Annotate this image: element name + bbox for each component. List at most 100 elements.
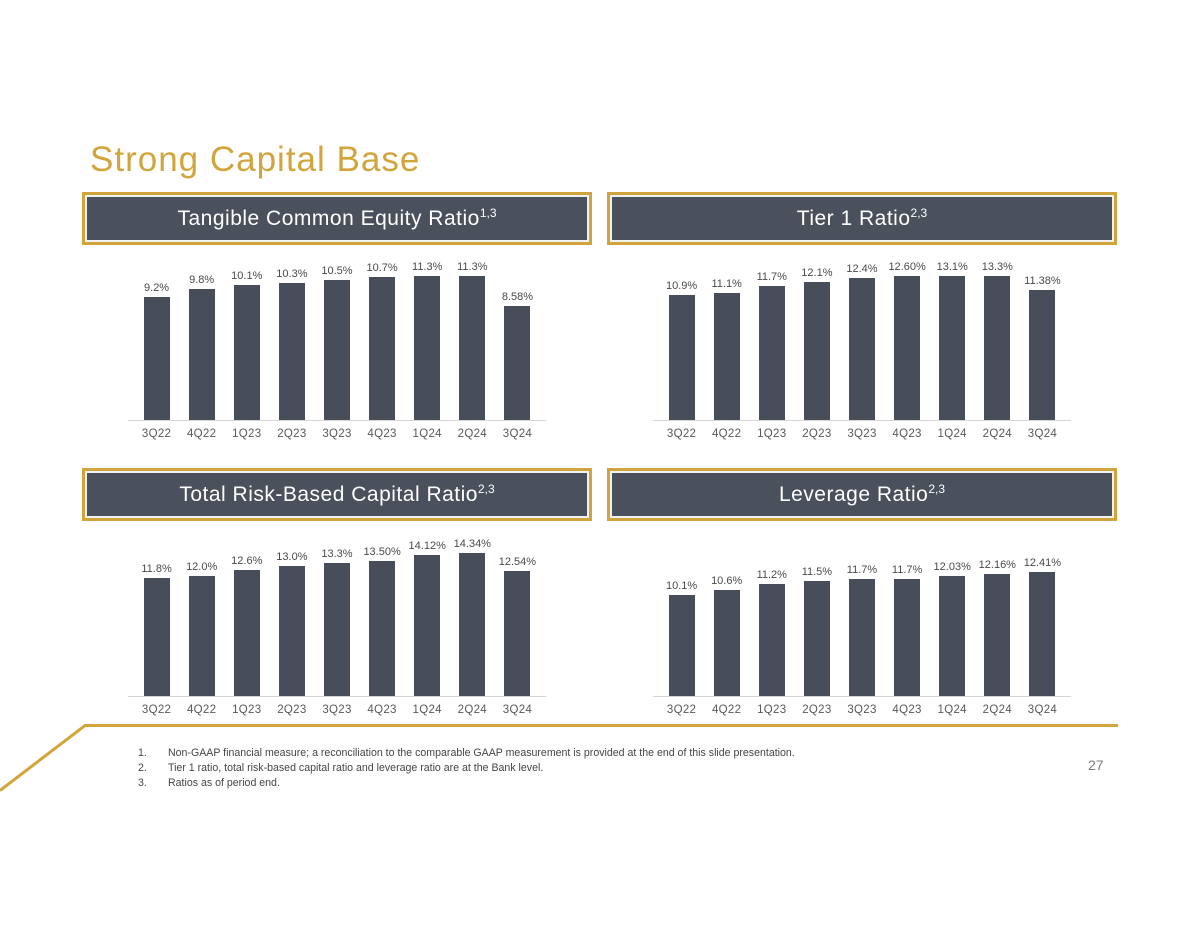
bar-value-label: 11.7% [756, 271, 787, 284]
title-superscript: 2,3 [477, 482, 495, 496]
bar-chart: 11.8% 12.0% 12.6% 13.0% 13.3% 13.50% 14.12% 14.… [128, 537, 546, 716]
category-label: 3Q23 [847, 704, 877, 716]
bar-value-label: 12.54% [498, 555, 537, 568]
bar-value-label: 13.1% [936, 261, 968, 273]
category-axis: 3Q22 4Q22 1Q23 2Q23 3Q23 4Q23 1Q24 2Q24 3Q24 [653, 704, 1071, 716]
category-axis: 3Q22 4Q22 1Q23 2Q23 3Q23 4Q23 1Q24 2Q24 3Q24 [128, 704, 546, 716]
category-label: 2Q24 [982, 704, 1012, 716]
title-superscript: 2,3 [928, 482, 946, 496]
footnote: 1. Non-GAAP financial measure; a reconci… [138, 747, 848, 761]
bar [1029, 571, 1056, 696]
category-axis: 3Q22 4Q22 1Q23 2Q23 3Q23 4Q23 1Q24 2Q24 3Q24 [128, 428, 546, 440]
bar-value-label: 12.1% [801, 266, 833, 279]
page-number: 27 [1088, 757, 1104, 773]
bar-slot: 12.03% [930, 537, 975, 696]
bar-slot: 13.3% [314, 537, 359, 696]
bar [414, 276, 441, 420]
category-label: 4Q22 [711, 428, 742, 440]
bar [848, 278, 875, 420]
category-label: 1Q23 [232, 704, 262, 716]
chart-title: Total Risk-Based Capital Ratio2,3 [179, 482, 495, 506]
bar-value-label: 11.1% [711, 278, 742, 291]
category-label: 3Q22 [141, 428, 172, 440]
footnote-number: 3. [138, 776, 147, 789]
chart-title: Leverage Ratio2,3 [778, 482, 946, 506]
bar-value-label: 13.3% [321, 548, 353, 560]
category-label: 2Q23 [802, 704, 832, 716]
bar [758, 584, 785, 696]
category-axis: 3Q22 4Q22 1Q23 2Q23 3Q23 4Q23 1Q24 2Q24 3Q24 [653, 428, 1071, 440]
bar [233, 285, 260, 420]
footnote-number: 1. [138, 747, 147, 759]
footnote-text: Ratios as of period end. [168, 776, 280, 789]
chart-title-box: Leverage Ratio2,3 [607, 468, 1117, 521]
bar-slot: 10.3% [269, 261, 314, 420]
bar-slot: 13.50% [360, 537, 405, 696]
bar-slot: 11.5% [794, 537, 839, 696]
bar-value-label: 11.8% [141, 563, 172, 575]
category-label: 3Q23 [322, 428, 352, 440]
bar-value-label: 10.1% [665, 580, 698, 592]
plot-area: 9.2% 9.8% 10.1% 10.3% 10.5% 10.7% 11.3% 11.3% 8.… [128, 261, 546, 421]
bar-slot: 12.54% [495, 537, 540, 696]
category-label: 3Q22 [666, 704, 697, 716]
bar-value-label: 13.3% [981, 261, 1013, 273]
bar-value-label: 10.5% [321, 265, 353, 277]
bar [278, 566, 305, 696]
category-label: 2Q23 [277, 428, 307, 440]
bar [143, 578, 170, 696]
bar [233, 570, 260, 696]
category-label: 4Q23 [367, 428, 397, 440]
category-label: 3Q23 [847, 428, 877, 440]
bar-slot: 11.8% [134, 537, 179, 696]
bar-slot: 14.12% [405, 537, 450, 696]
category-label: 2Q24 [982, 428, 1012, 440]
footnote-number: 2. [138, 761, 147, 774]
bar [939, 575, 966, 696]
category-label: 3Q22 [666, 428, 697, 440]
chart-title-box: Total Risk-Based Capital Ratio2,3 [82, 468, 592, 521]
footer-accent-diagonal [0, 723, 87, 792]
category-label: 3Q24 [502, 428, 533, 440]
bar-slot: 10.7% [360, 261, 405, 420]
bar-slot: 11.7% [885, 537, 930, 696]
bar-slot: 12.6% [224, 537, 269, 696]
bar-value-label: 11.2% [756, 569, 787, 581]
category-label: 2Q23 [802, 428, 832, 440]
bar [323, 280, 350, 420]
chart-title: Tangible Common Equity Ratio1,3 [177, 206, 497, 230]
title-superscript: 2,3 [910, 206, 928, 220]
bar-value-label: 11.7% [891, 564, 923, 576]
bar [1029, 289, 1056, 420]
category-label: 1Q23 [757, 428, 787, 440]
bar-value-label: 8.58% [501, 290, 534, 303]
bar-value-label: 14.34% [453, 537, 491, 550]
bar-chart: 10.9% 11.1% 11.7% 12.1% 12.4% 12.60% 13.1% 13.3… [653, 261, 1071, 440]
chart-panel-total-risk-based-capital: Total Risk-Based Capital Ratio2,3 11.8% 1… [82, 468, 592, 716]
chart-panel-tangible-common-equity: Tangible Common Equity Ratio1,3 9.2% 9.8%… [82, 192, 592, 440]
plot-area: 10.1% 10.6% 11.2% 11.5% 11.7% 11.7% 12.03% 12.1… [653, 537, 1071, 697]
category-label: 1Q23 [232, 428, 262, 440]
bar-value-label: 12.41% [1023, 556, 1062, 569]
bar [803, 581, 830, 696]
bar-slot: 12.1% [794, 261, 839, 420]
bar [894, 276, 921, 420]
bar [803, 281, 830, 420]
bar-value-label: 11.3% [457, 261, 488, 273]
bar-slot: 11.38% [1020, 261, 1065, 420]
bar-slot: 10.6% [704, 537, 749, 696]
bar [984, 276, 1011, 420]
bar-slot: 11.3% [405, 261, 450, 420]
bar-slot: 13.1% [930, 261, 975, 420]
bar-slot: 13.0% [269, 537, 314, 696]
bar [369, 277, 396, 420]
bar [278, 282, 305, 420]
bar-slot: 8.58% [495, 261, 540, 420]
bar-value-label: 10.1% [231, 270, 263, 283]
chart-panel-leverage-ratio: Leverage Ratio2,3 10.1% 10.6% 11.2% 11.5% 11… [607, 468, 1117, 716]
category-label: 4Q23 [367, 704, 397, 716]
category-label: 4Q22 [186, 704, 217, 716]
bar [668, 295, 695, 420]
bar-value-label: 14.12% [408, 539, 446, 552]
